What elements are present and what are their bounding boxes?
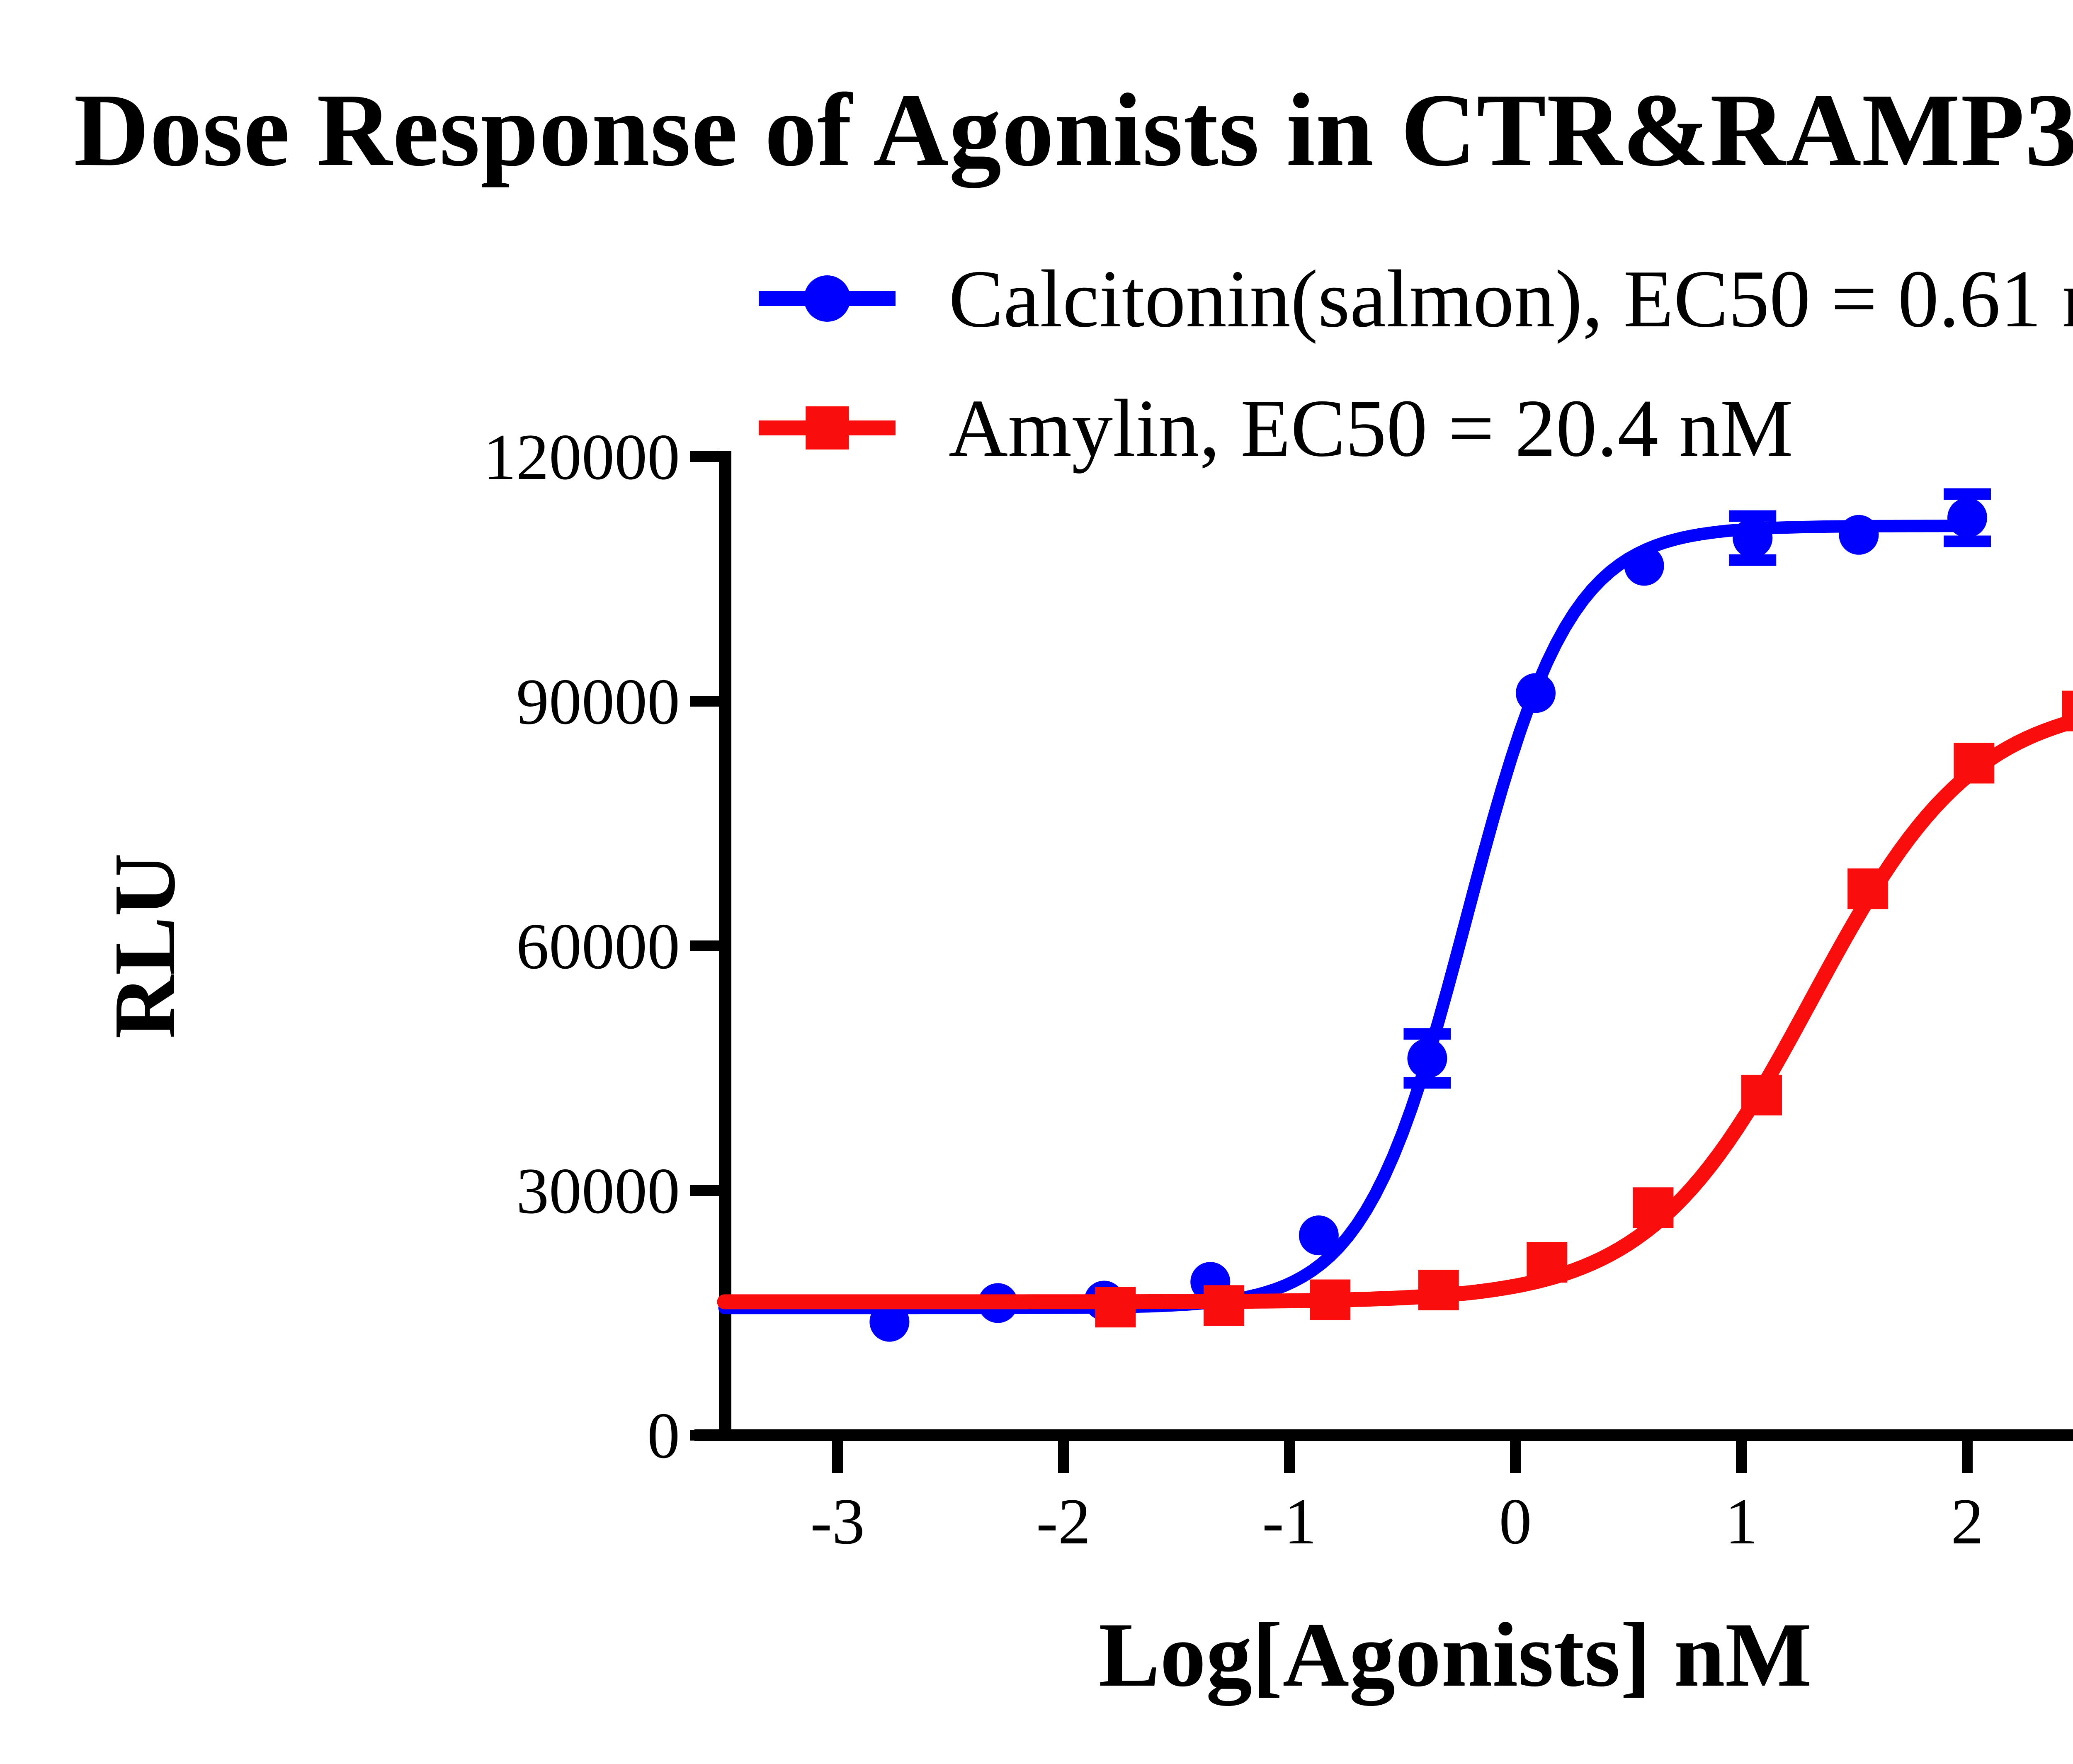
amylin-data-point [1418, 1269, 1459, 1310]
calcitonin-data-point [1299, 1215, 1339, 1256]
calcitonin-data-point [1624, 546, 1664, 586]
amylin-data-point [1310, 1279, 1351, 1320]
amylin-data-point [2062, 690, 2073, 731]
data-series-layer [717, 488, 2073, 1342]
amylin-data-point [1847, 868, 1889, 909]
x-tick-label: 0 [1499, 1485, 1532, 1558]
amylin-curve [717, 714, 2073, 1310]
amylin-data-point [1527, 1242, 1568, 1283]
calcitonin-legend-label: Calcitonin(salmon), EC50 = 0.61 nM [949, 253, 2073, 344]
chart-title: Dose Response of Agonists in CTR&RAMP3 β… [74, 72, 2073, 188]
x-axis-title: Log[Agonists] nM [1099, 1604, 1812, 1706]
x-tick-label: 1 [1725, 1485, 1758, 1558]
y-tick-label: 60000 [516, 910, 680, 983]
x-tick-label: 2 [1951, 1485, 1984, 1558]
amylin-data-point [1095, 1287, 1136, 1328]
x-tick-label: -1 [1262, 1485, 1317, 1558]
x-axis-ticks [832, 1441, 1973, 1473]
y-axis-ticks [690, 451, 725, 1441]
calcitonin-data-point [869, 1302, 910, 1342]
amylin-legend-marker-icon [759, 406, 896, 450]
legend-entry-calcitonin: Calcitonin(salmon), EC50 = 0.61 nM [759, 249, 2073, 348]
y-tick-label: 90000 [516, 666, 680, 738]
calcitonin-data-point [1407, 1038, 1447, 1079]
calcitonin-legend-marker-icon [759, 275, 896, 322]
y-tick-label: 30000 [516, 1155, 680, 1227]
calcitonin-data-point [1516, 673, 1556, 713]
amylin-legend-label: Amylin, EC50 = 20.4 nM [949, 382, 1793, 474]
amylin-data-point [1203, 1285, 1244, 1326]
calcitonin-data-point [1839, 515, 1879, 555]
x-tick-label: -2 [1036, 1485, 1091, 1558]
calcitonin-data-point [1947, 498, 1987, 538]
y-tick-label: 0 [647, 1400, 680, 1472]
legend-entry-amylin: Amylin, EC50 = 20.4 nM [759, 378, 1793, 478]
calcitonin-salmon--curve [718, 520, 1969, 1314]
y-tick-label: 120000 [483, 421, 680, 493]
amylin-data-point [1741, 1074, 1782, 1115]
amylin-data-point [1633, 1187, 1674, 1228]
calcitonin-data-point [1733, 518, 1773, 558]
amylin-data-point [1954, 743, 1995, 784]
x-tick-label: -3 [810, 1485, 865, 1558]
y-axis-title: RLU [96, 853, 193, 1039]
